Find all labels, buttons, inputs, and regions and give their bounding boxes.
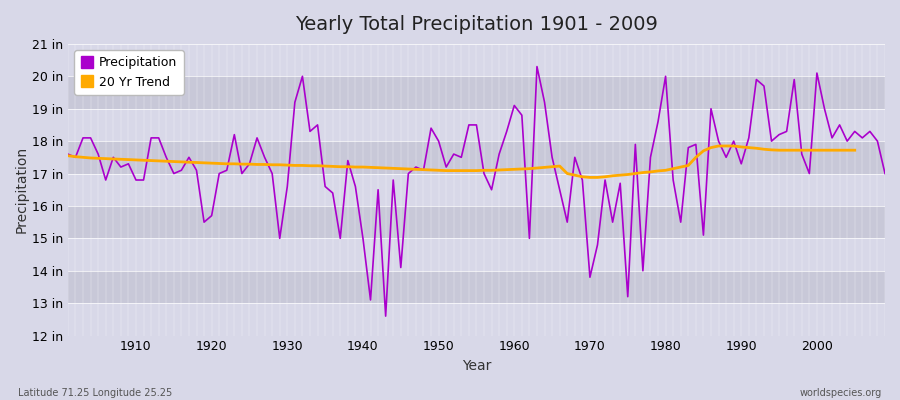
X-axis label: Year: Year bbox=[462, 359, 491, 373]
Bar bbox=[68, 141, 885, 174]
Precipitation bbox=[62, 152, 73, 156]
Bar bbox=[68, 303, 885, 336]
Title: Yearly Total Precipitation 1901 - 2009: Yearly Total Precipitation 1901 - 2009 bbox=[295, 15, 658, 34]
20 Yr Trend bbox=[168, 159, 179, 164]
20 Yr Trend bbox=[713, 144, 724, 148]
20 Yr Trend bbox=[645, 170, 656, 174]
Bar bbox=[68, 174, 885, 206]
Line: 20 Yr Trend: 20 Yr Trend bbox=[68, 146, 855, 178]
20 Yr Trend bbox=[62, 153, 73, 158]
Bar bbox=[68, 109, 885, 141]
Precipitation bbox=[615, 181, 626, 186]
20 Yr Trend bbox=[403, 166, 414, 171]
Text: Latitude 71.25 Longitude 25.25: Latitude 71.25 Longitude 25.25 bbox=[18, 388, 172, 398]
20 Yr Trend bbox=[850, 148, 860, 152]
Precipitation bbox=[517, 113, 527, 118]
20 Yr Trend bbox=[637, 170, 648, 175]
Legend: Precipitation, 20 Yr Trend: Precipitation, 20 Yr Trend bbox=[74, 50, 184, 95]
Line: Precipitation: Precipitation bbox=[68, 66, 885, 316]
Precipitation bbox=[508, 103, 519, 108]
20 Yr Trend bbox=[70, 154, 81, 159]
20 Yr Trend bbox=[584, 175, 595, 180]
Precipitation bbox=[879, 171, 890, 176]
Y-axis label: Precipitation: Precipitation bbox=[15, 146, 29, 233]
Bar bbox=[68, 271, 885, 303]
20 Yr Trend bbox=[365, 165, 376, 170]
Bar bbox=[68, 44, 885, 76]
Precipitation bbox=[381, 314, 392, 318]
Precipitation bbox=[123, 162, 134, 166]
Bar bbox=[68, 238, 885, 271]
Precipitation bbox=[335, 236, 346, 241]
Text: worldspecies.org: worldspecies.org bbox=[800, 388, 882, 398]
Precipitation bbox=[532, 64, 543, 69]
Bar bbox=[68, 206, 885, 238]
Bar bbox=[68, 76, 885, 109]
Precipitation bbox=[290, 100, 301, 105]
